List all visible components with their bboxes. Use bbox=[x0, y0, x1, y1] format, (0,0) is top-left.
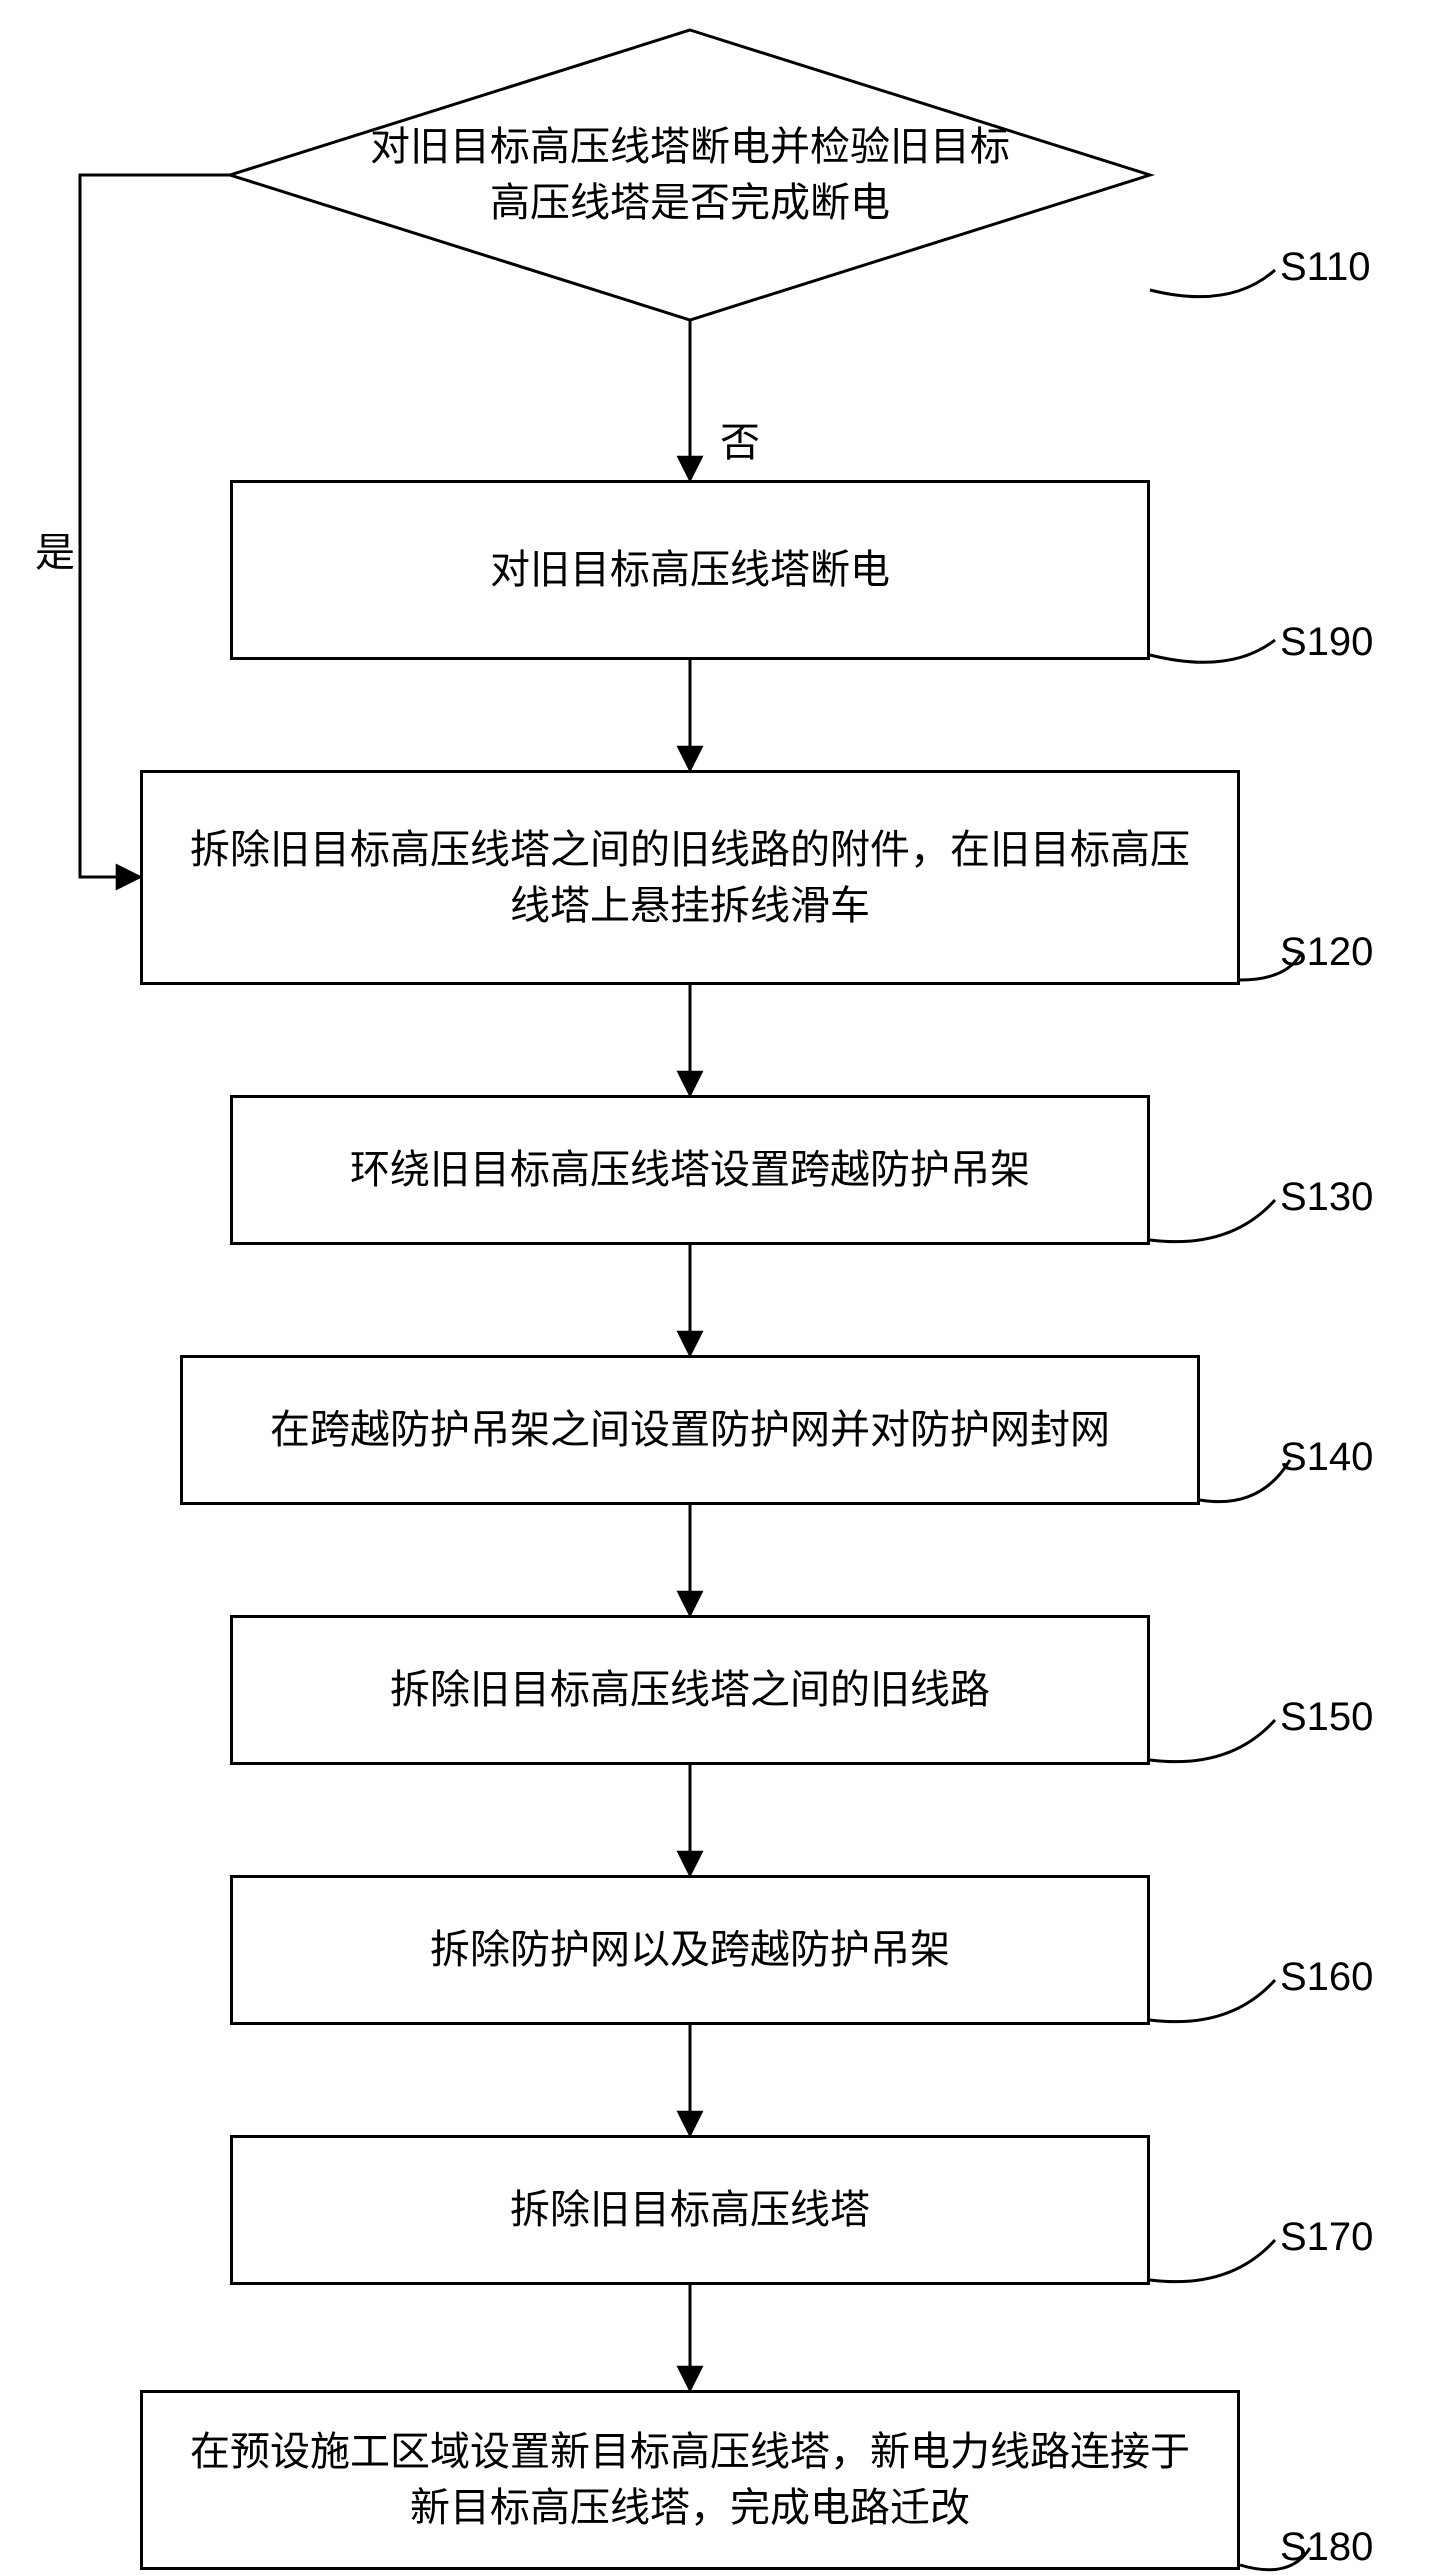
node-s120: 拆除旧目标高压线塔之间的旧线路的附件，在旧目标高压 线塔上悬挂拆线滑车 bbox=[140, 770, 1240, 985]
node-s140: 在跨越防护吊架之间设置防护网并对防护网封网 bbox=[180, 1355, 1200, 1505]
node-s180: 在预设施工区域设置新目标高压线塔，新电力线路连接于 新目标高压线塔，完成电路迁改 bbox=[140, 2390, 1240, 2570]
step-label-s110: S110 bbox=[1280, 245, 1370, 290]
edge-label: 否 bbox=[720, 410, 760, 468]
step-label-s150: S150 bbox=[1280, 1695, 1373, 1740]
step-label-s130: S130 bbox=[1280, 1175, 1373, 1220]
node-s130: 环绕旧目标高压线塔设置跨越防护吊架 bbox=[230, 1095, 1150, 1245]
step-label-s120: S120 bbox=[1280, 930, 1373, 975]
step-label-s160: S160 bbox=[1280, 1955, 1373, 2000]
node-s110: 对旧目标高压线塔断电并检验旧目标 高压线塔是否完成断电 bbox=[230, 30, 1150, 320]
step-label-s170: S170 bbox=[1280, 2215, 1373, 2260]
node-s190: 对旧目标高压线塔断电 bbox=[230, 480, 1150, 660]
flowchart-canvas: 对旧目标高压线塔断电并检验旧目标 高压线塔是否完成断电对旧目标高压线塔断电拆除旧… bbox=[0, 0, 1449, 2575]
step-label-s190: S190 bbox=[1280, 620, 1373, 665]
node-s150: 拆除旧目标高压线塔之间的旧线路 bbox=[230, 1615, 1150, 1765]
edge-label: 是 bbox=[35, 520, 75, 578]
node-s170: 拆除旧目标高压线塔 bbox=[230, 2135, 1150, 2285]
node-s160: 拆除防护网以及跨越防护吊架 bbox=[230, 1875, 1150, 2025]
step-label-s180: S180 bbox=[1280, 2525, 1373, 2570]
step-label-s140: S140 bbox=[1280, 1435, 1373, 1480]
